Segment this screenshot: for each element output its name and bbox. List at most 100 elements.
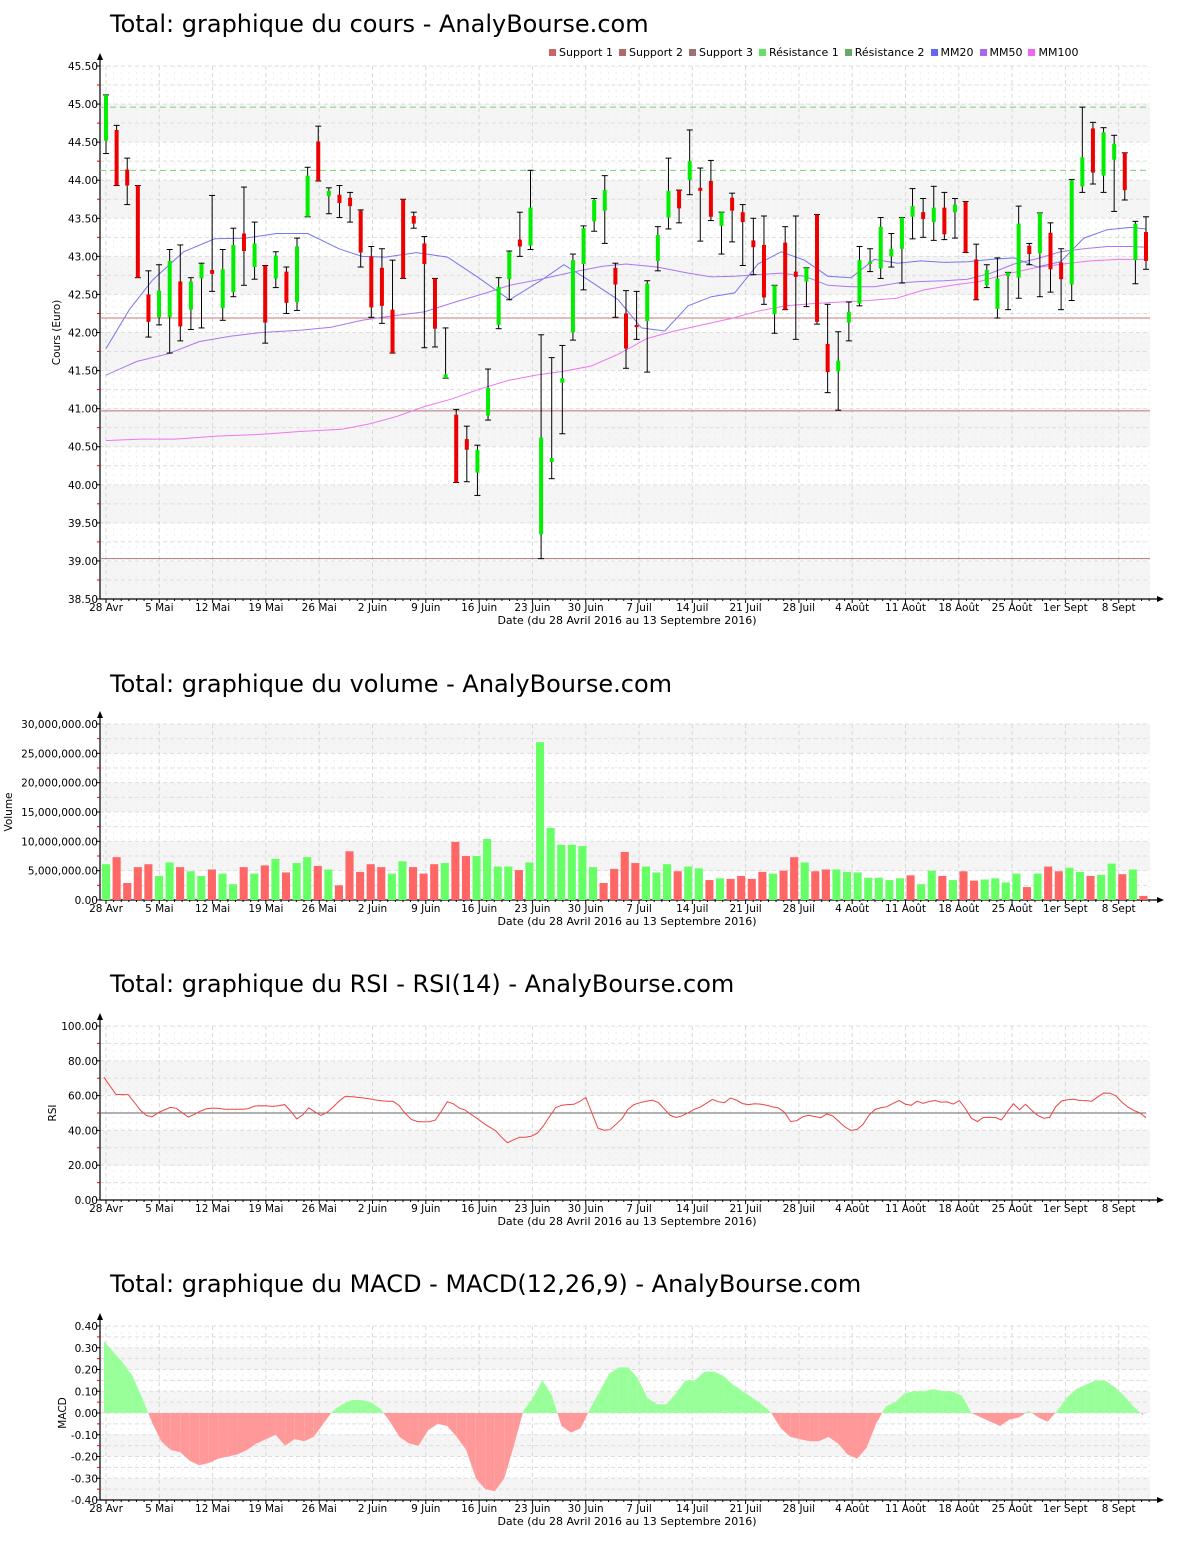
svg-text:11 Août: 11 Août (885, 602, 926, 614)
rsi-chart-title: Total: graphique du RSI - RSI(14) - Anal… (110, 970, 735, 998)
svg-text:42.00: 42.00 (68, 328, 98, 340)
svg-text:RSI: RSI (47, 1104, 59, 1121)
volume-chart-title: Total: graphique du volume - AnalyBourse… (110, 670, 673, 698)
svg-text:Date (du 28 Avril 2016 au 13 S: Date (du 28 Avril 2016 au 13 Septembre 2… (497, 1215, 756, 1228)
svg-text:5 Mai: 5 Mai (145, 903, 173, 915)
svg-text:9 Juin: 9 Juin (411, 602, 440, 614)
svg-text:0.40: 0.40 (75, 1321, 98, 1333)
svg-text:14 Juil: 14 Juil (676, 903, 708, 915)
svg-text:30 Juin: 30 Juin (568, 1203, 604, 1215)
svg-text:23 Juin: 23 Juin (514, 602, 550, 614)
svg-text:Volume: Volume (3, 792, 15, 831)
svg-text:4 Août: 4 Août (835, 1203, 869, 1215)
svg-text:16 Juin: 16 Juin (461, 903, 497, 915)
svg-text:18 Août: 18 Août (938, 602, 979, 614)
svg-text:14 Juil: 14 Juil (676, 1503, 708, 1515)
svg-text:28 Avr: 28 Avr (89, 903, 123, 915)
svg-text:18 Août: 18 Août (938, 903, 979, 915)
svg-text:5 Mai: 5 Mai (145, 1203, 173, 1215)
svg-text:7 Juil: 7 Juil (626, 1203, 652, 1215)
svg-text:45.50: 45.50 (68, 61, 98, 73)
svg-text:30 Juin: 30 Juin (568, 903, 604, 915)
svg-text:0.00: 0.00 (75, 1408, 98, 1420)
svg-text:28 Juil: 28 Juil (783, 602, 815, 614)
svg-text:5 Mai: 5 Mai (145, 1503, 173, 1515)
svg-text:20,000,000.00: 20,000,000.00 (21, 778, 98, 790)
svg-text:28 Avr: 28 Avr (89, 1203, 123, 1215)
svg-text:43.50: 43.50 (68, 213, 98, 225)
volume-chart-block: Total: graphique du volume - AnalyBourse… (0, 650, 1200, 950)
svg-text:42.50: 42.50 (68, 289, 98, 301)
svg-text:7 Juil: 7 Juil (626, 602, 652, 614)
svg-text:19 Mai: 19 Mai (248, 1203, 283, 1215)
svg-text:28 Avr: 28 Avr (89, 602, 123, 614)
svg-text:19 Mai: 19 Mai (248, 602, 283, 614)
legend-label: MM50 (989, 46, 1023, 59)
svg-text:1er Sept: 1er Sept (1043, 1203, 1088, 1215)
svg-text:Date (du 28 Avril 2016 au 13 S: Date (du 28 Avril 2016 au 13 Septembre 2… (497, 614, 756, 627)
svg-text:8 Sept: 8 Sept (1102, 1503, 1136, 1515)
svg-text:5 Mai: 5 Mai (145, 602, 173, 614)
svg-text:Date (du 28 Avril 2016 au 13 S: Date (du 28 Avril 2016 au 13 Septembre 2… (497, 1515, 756, 1528)
svg-text:12 Mai: 12 Mai (195, 1203, 230, 1215)
svg-text:0.30: 0.30 (75, 1343, 98, 1355)
svg-text:25 Août: 25 Août (992, 903, 1033, 915)
svg-text:26 Mai: 26 Mai (302, 903, 337, 915)
svg-text:26 Mai: 26 Mai (302, 1203, 337, 1215)
svg-text:25 Août: 25 Août (992, 602, 1033, 614)
svg-text:12 Mai: 12 Mai (195, 1503, 230, 1515)
svg-text:19 Mai: 19 Mai (248, 1503, 283, 1515)
legend-item: Support 1 (549, 46, 613, 59)
svg-text:8 Sept: 8 Sept (1102, 602, 1136, 614)
svg-text:12 Mai: 12 Mai (195, 602, 230, 614)
rsi-chart-block: Total: graphique du RSI - RSI(14) - Anal… (0, 950, 1200, 1250)
svg-text:18 Août: 18 Août (938, 1203, 979, 1215)
legend-item: MM20 (930, 46, 974, 59)
legend-item: MM100 (1028, 46, 1078, 59)
svg-text:60.00: 60.00 (68, 1091, 98, 1103)
svg-text:1er Sept: 1er Sept (1043, 903, 1088, 915)
svg-text:16 Juin: 16 Juin (461, 1203, 497, 1215)
svg-text:23 Juin: 23 Juin (514, 903, 550, 915)
svg-text:23 Juin: 23 Juin (514, 1503, 550, 1515)
svg-text:4 Août: 4 Août (835, 903, 869, 915)
svg-text:44.00: 44.00 (68, 175, 98, 187)
price-chart-plot: 38.50 39.00 39.50 40.00 40.50 41.00 41.50 42.00… (51, 53, 1164, 627)
legend-label: MM20 (940, 46, 974, 59)
svg-text:30 Juin: 30 Juin (568, 1503, 604, 1515)
svg-text:40.50: 40.50 (68, 442, 98, 454)
legend-swatch (549, 49, 556, 56)
legend-label: Support 3 (698, 46, 753, 59)
svg-text:12 Mai: 12 Mai (195, 903, 230, 915)
svg-text:8 Sept: 8 Sept (1102, 903, 1136, 915)
price-chart-legend: Support 1 Support 2 Support 3 Résistance 1 R… (549, 46, 1078, 59)
svg-text:21 Juil: 21 Juil (729, 602, 761, 614)
macd-chart-title: Total: graphique du MACD - MACD(12,26,9)… (110, 1270, 862, 1298)
svg-text:4 Août: 4 Août (835, 602, 869, 614)
svg-text:21 Juil: 21 Juil (729, 1503, 761, 1515)
legend-item: Support 2 (618, 46, 683, 59)
svg-text:100.00: 100.00 (61, 1021, 98, 1033)
svg-text:11 Août: 11 Août (885, 903, 926, 915)
svg-text:28 Juil: 28 Juil (783, 903, 815, 915)
svg-text:25 Août: 25 Août (992, 1203, 1033, 1215)
legend-label: MM100 (1038, 46, 1079, 59)
legend-swatch (688, 49, 696, 56)
legend-swatch (1028, 49, 1036, 56)
svg-text:16 Juin: 16 Juin (461, 1503, 497, 1515)
svg-text:30,000,000.00: 30,000,000.00 (21, 719, 98, 731)
legend-item: Résistance 2 (844, 46, 925, 59)
svg-text:0.10: 0.10 (75, 1386, 98, 1398)
svg-text:0.20: 0.20 (75, 1365, 98, 1377)
svg-text:39.00: 39.00 (68, 556, 98, 568)
svg-text:2 Juin: 2 Juin (358, 1203, 387, 1215)
svg-text:5,000,000.00: 5,000,000.00 (28, 866, 98, 878)
svg-text:43.00: 43.00 (68, 251, 98, 263)
legend-item: MM50 (979, 46, 1023, 59)
macd-chart-plot: -0.40 -0.30 -0.20 -0.10 0.00 0.10 0.20 0.30 0.40… (57, 1313, 1164, 1528)
svg-text:80.00: 80.00 (68, 1056, 98, 1068)
macd-chart-block: Total: graphique du MACD - MACD(12,26,9)… (0, 1250, 1200, 1550)
legend-item: Support 3 (688, 46, 753, 59)
svg-text:2 Juin: 2 Juin (358, 903, 387, 915)
svg-text:1er Sept: 1er Sept (1043, 602, 1088, 614)
